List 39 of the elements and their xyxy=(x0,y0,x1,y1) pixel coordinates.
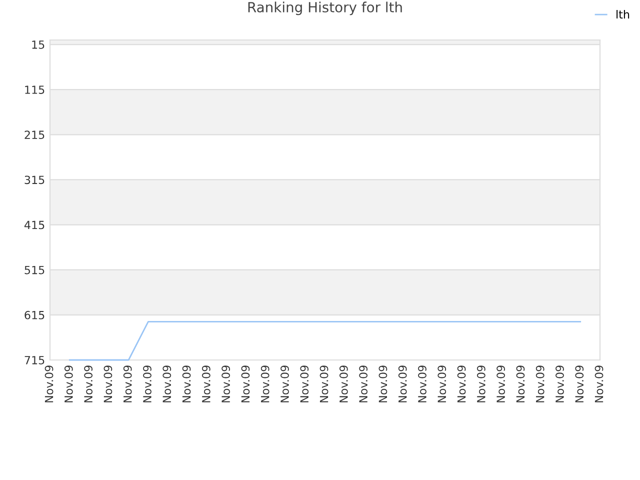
x-tick-label: Nov.09 xyxy=(104,366,112,402)
x-tick-label: Nov.09 xyxy=(594,366,604,402)
x-tick-label: Nov.09 xyxy=(575,366,584,402)
x-tick-label: Nov.09 xyxy=(182,366,191,402)
y-tick-label: 515 xyxy=(24,266,44,274)
x-tick-label: Nov.09 xyxy=(398,366,407,402)
y-tick-label: 15 xyxy=(32,40,44,49)
x-tick-label: Nov.09 xyxy=(359,366,368,402)
x-tick-label: Nov.09 xyxy=(280,366,289,402)
x-tick-label: Nov.09 xyxy=(300,366,309,402)
x-tick-label: Nov.09 xyxy=(143,366,152,402)
x-tick-label: Nov.09 xyxy=(536,366,544,402)
x-tick-label: Nov.09 xyxy=(64,366,73,402)
x-tick-label: Nov.09 xyxy=(418,366,426,402)
y-tick-label: 115 xyxy=(25,86,44,94)
x-tick-label: Nov.09 xyxy=(241,366,250,402)
y-tick-label: 215 xyxy=(24,130,44,140)
x-tick-label: Nov.09 xyxy=(457,366,466,402)
x-tick-label: Nov.09 xyxy=(378,366,388,402)
x-tick-label: Nov.09 xyxy=(476,366,486,402)
x-tick-label: Nov.09 xyxy=(516,366,525,402)
x-tick-label: Nov.09 xyxy=(320,366,328,402)
y-tick-label: 315 xyxy=(24,176,44,184)
x-tick-label: Nov.09 xyxy=(438,366,446,402)
chart-title: Ranking History for lth xyxy=(248,2,402,16)
legend-label: lth xyxy=(616,10,630,18)
x-tick-label: Nov.09 xyxy=(84,366,93,402)
y-tick-label: 715 xyxy=(24,356,44,364)
x-tick-label: Nov.09 xyxy=(496,366,506,402)
y-tick-label: 615 xyxy=(24,310,44,320)
x-tick-label: Nov.09 xyxy=(260,366,270,402)
x-tick-label: Nov.09 xyxy=(339,366,348,402)
x-tick-label: Nov.09 xyxy=(202,366,210,402)
y-tick-label: 415 xyxy=(24,220,44,230)
x-tick-label: Nov.09 xyxy=(222,366,230,402)
x-tick-label: Nov.09 xyxy=(44,366,54,402)
x-tick-label: Nov.09 xyxy=(162,366,172,402)
x-tick-label: Nov.09 xyxy=(123,366,132,402)
x-tick-label: Nov.09 xyxy=(556,366,564,402)
